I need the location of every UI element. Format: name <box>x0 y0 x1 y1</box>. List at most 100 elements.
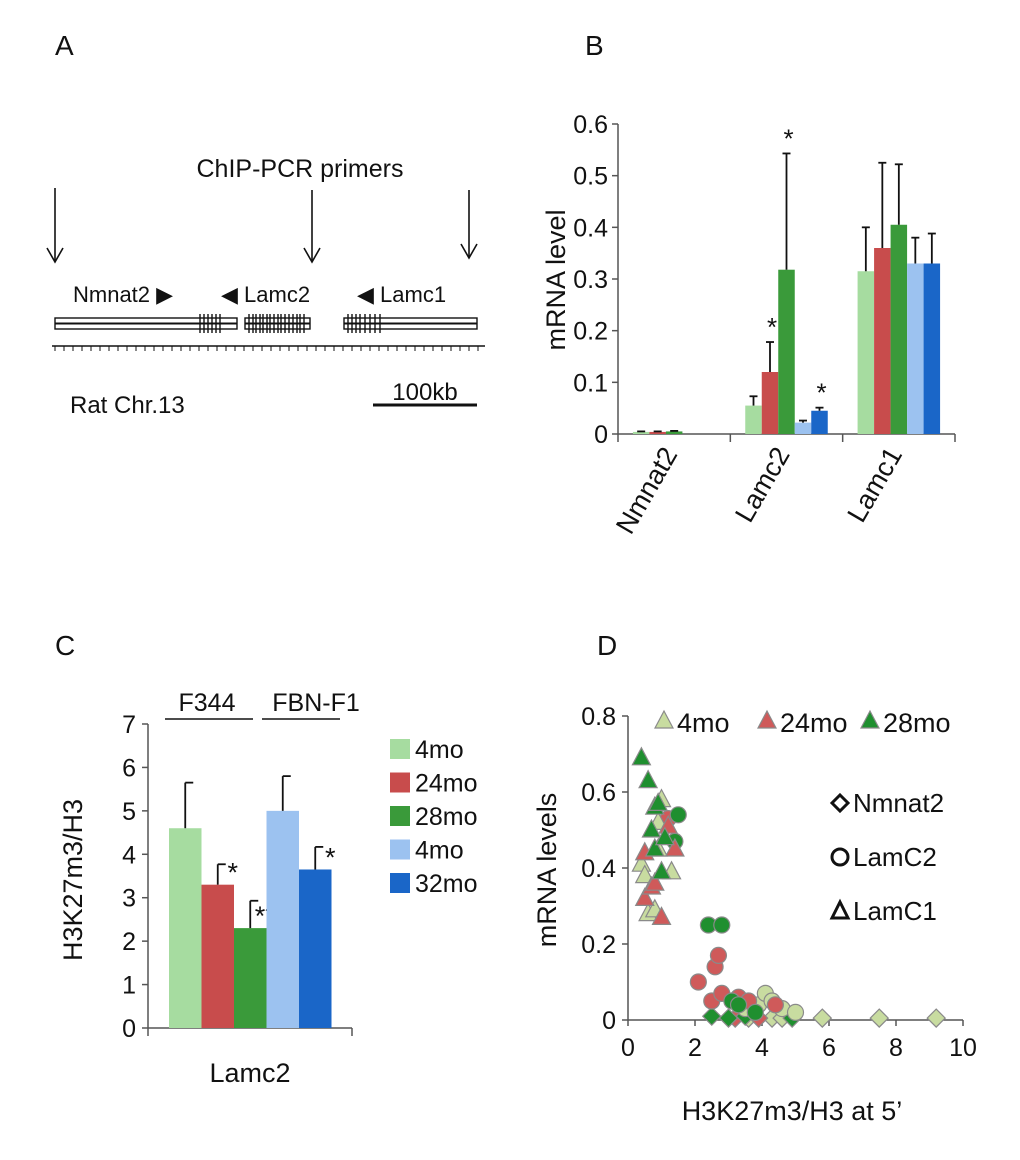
panel-c-label: C <box>55 630 75 661</box>
panel-c-y-axis-title: H3K27m3/H3 <box>58 799 88 961</box>
point-nmnat2-4mo <box>812 1008 833 1028</box>
panel-d-y-axis-title: mRNA levels <box>532 793 562 948</box>
primer-arrows <box>46 188 478 264</box>
point-lamc2-24mo <box>709 946 728 965</box>
legend-label-4mo: 4mo <box>677 708 730 738</box>
y-tick-label: 0.5 <box>573 163 608 191</box>
bar-lamc1-3 <box>907 263 924 434</box>
point-lamc1-28mo <box>654 826 675 846</box>
bar-2-28mo <box>234 928 267 1028</box>
y-tick-label: 7 <box>122 711 136 739</box>
point-lamc1-24mo <box>651 906 672 926</box>
y-tick-label: 0.6 <box>573 111 608 139</box>
x-tick-label: 2 <box>688 1034 702 1062</box>
x-tick-label-lamc2: Lamc2 <box>729 442 796 527</box>
x-tick-label-lamc1: Lamc1 <box>842 442 909 527</box>
group-label-f344: F344 <box>179 689 236 717</box>
bar-lamc2-2 <box>778 269 795 434</box>
point-lamc1-28mo <box>651 860 672 880</box>
legend-label-28mo: 28mo <box>883 708 951 738</box>
point-lamc2-24mo <box>689 973 707 991</box>
legend-shape-label-LamC1: LamC1 <box>853 896 937 926</box>
legend-shape-Nmnat2 <box>829 792 851 814</box>
panel-a: A ChIP-PCR primers Nmnat2 ▶ ◀ Lamc2 ◀ La… <box>46 30 485 419</box>
x-tick-label-nmnat2: Nmnat2 <box>610 442 683 539</box>
point-lamc1-28mo <box>648 792 669 812</box>
y-tick-label: 0.3 <box>573 266 608 294</box>
panel-b: B mRNA level 0 0.1 0.2 0.3 0.4 0.5 0.6 Nmnat2 * *… <box>541 30 956 539</box>
point-lamc1-28mo <box>638 769 659 789</box>
bar-1-24mo <box>201 884 234 1028</box>
panel-c-x-axis-title: Lamc2 <box>209 1058 290 1088</box>
panel-c-legend: 4mo 24mo 28mo 4mo 32mo <box>390 736 478 898</box>
significance-mark: * <box>325 842 336 872</box>
point-nmnat2-28mo <box>701 1006 722 1027</box>
group-label-fbn-f1: FBN-F1 <box>272 689 360 717</box>
panel-d-x-axis-title: H3K27m3/H3 at 5’ <box>682 1096 903 1126</box>
panel-a-label: A <box>55 30 74 61</box>
significance-mark: * <box>816 378 826 408</box>
bar-4-32mo <box>299 869 332 1028</box>
bar-nmnat2-0 <box>632 431 650 434</box>
y-tick-label: 0 <box>122 1015 136 1043</box>
legend-shape-label-Nmnat2: Nmnat2 <box>853 788 944 818</box>
y-tick-label: 4 <box>122 841 136 869</box>
legend-swatch-0 <box>390 739 410 759</box>
legend-swatch-4 <box>390 873 410 893</box>
chromosome-label: Rat Chr.13 <box>70 392 185 419</box>
legend-label-0: 4mo <box>415 736 464 764</box>
point-lamc2-28mo <box>729 996 748 1014</box>
point-lamc1-28mo <box>631 746 652 766</box>
panel-d: D mRNA levels H3K27m3/H3 at 5’ 0 0.2 0.4 0.… <box>532 630 977 1126</box>
legend-label-1: 24mo <box>415 770 478 798</box>
y-tick-label: 0 <box>602 1007 616 1035</box>
point-nmnat2-4mo <box>926 1008 947 1028</box>
legend-marker-28mo <box>860 709 880 729</box>
y-tick-label: 0.8 <box>581 703 616 731</box>
y-tick-label: 5 <box>122 798 136 826</box>
legend-label-24mo: 24mo <box>780 708 848 738</box>
bar-lamc2-0 <box>745 405 762 434</box>
bar-lamc1-2 <box>890 224 908 434</box>
point-nmnat2-4mo <box>869 1008 890 1028</box>
x-tick-label: 4 <box>755 1034 769 1062</box>
point-lamc1-28mo <box>641 818 662 838</box>
y-tick-label: 0.6 <box>581 779 616 807</box>
point-lamc1-24mo <box>644 871 665 891</box>
panel-d-legend: 4mo 24mo 28mo Nmnat2 LamC2 LamC1 <box>654 708 951 926</box>
gene-label-lamc2: ◀ Lamc2 <box>221 282 310 307</box>
point-nmnat2-28mo <box>718 1008 739 1028</box>
legend-marker-4mo <box>654 709 674 729</box>
point-lamc1-28mo <box>644 837 665 857</box>
y-tick-label: 0.2 <box>581 931 616 959</box>
bar-lamc1-1 <box>874 248 891 434</box>
significance-mark: * <box>227 858 238 888</box>
y-tick-label: 0.1 <box>573 369 608 397</box>
legend-shape-LamC1 <box>829 898 851 920</box>
bar-nmnat2-1 <box>649 431 666 434</box>
y-tick-label: 0.4 <box>581 855 616 883</box>
gene-label-lamc1: ◀ Lamc1 <box>357 282 446 307</box>
legend-shape-LamC2 <box>830 847 850 867</box>
point-lamc2-24mo <box>766 996 785 1014</box>
legend-swatch-1 <box>390 772 410 793</box>
gene-label-nmnat2: Nmnat2 ▶ <box>73 282 173 307</box>
legend-swatch-3 <box>390 839 410 860</box>
bar-lamc1-0 <box>857 271 875 434</box>
legend-swatch-2 <box>390 806 410 826</box>
point-lamc2-28mo <box>713 916 731 934</box>
panel-b-label: B <box>585 30 604 61</box>
panel-b-plot: 0 0.1 0.2 0.3 0.4 0.5 0.6 Nmnat2 * * * Lamc2 Lamc1 <box>573 111 956 539</box>
y-tick-label: 0.2 <box>573 318 608 346</box>
bar-0-4mo <box>169 828 202 1028</box>
y-tick-label: 3 <box>122 885 136 913</box>
panel-d-plot: 0 0.2 0.4 0.6 0.8 0 2 4 6 8 10 <box>581 703 977 1062</box>
genome-track <box>52 314 485 351</box>
y-tick-label: 0 <box>594 421 608 449</box>
point-lamc2-28mo <box>669 806 687 824</box>
legend-label-4: 32mo <box>415 870 478 898</box>
legend-shape-label-LamC2: LamC2 <box>853 842 937 872</box>
y-tick-label: 1 <box>122 972 136 1000</box>
